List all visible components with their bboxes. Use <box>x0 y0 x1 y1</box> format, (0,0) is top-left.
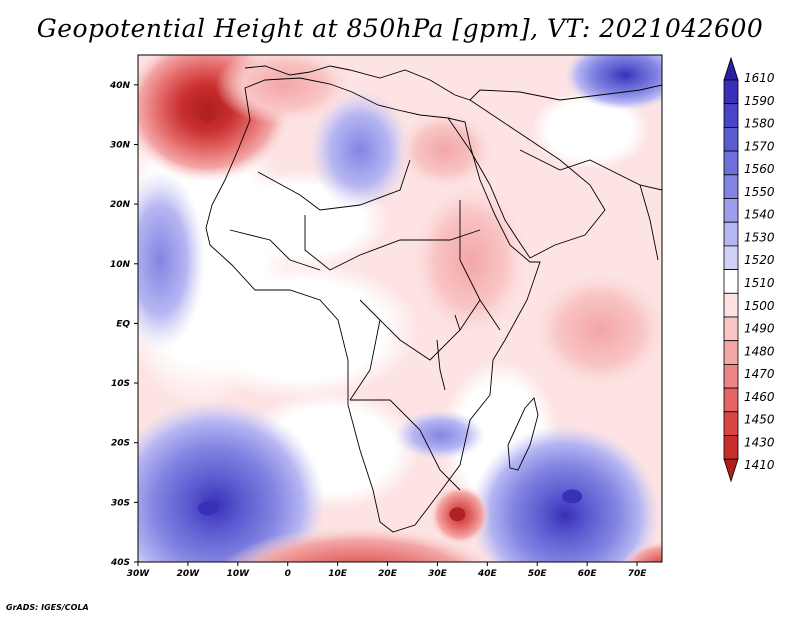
europe-coastline <box>244 65 662 101</box>
sahara-border-1 <box>257 159 411 211</box>
colorbar-swatch <box>723 103 739 128</box>
grads-credit: GrADS: IGES/COLA <box>6 603 89 612</box>
colorbar-swatch <box>723 340 739 365</box>
lat-tick-label: 40S <box>110 558 130 568</box>
middle-east-white <box>530 90 650 170</box>
colorbar-label: 1470 <box>744 367 775 381</box>
colorbar-label: 1500 <box>744 299 775 313</box>
lon-tick-label: 10W <box>227 569 251 579</box>
colorbar-swatch <box>723 150 739 176</box>
axis-ticks: 30W 20W 10W 0 10E 20E 30E 40E 50E 60E 70E 40N 30N 20N… <box>109 81 647 579</box>
colorbar-label: 1560 <box>744 162 775 176</box>
lon-tick-label: 0 <box>285 569 291 579</box>
colorbar-label: 1490 <box>744 322 775 336</box>
lon-tick-label: 30W <box>127 569 151 579</box>
congo-border <box>349 319 381 401</box>
lat-tick-label: 10S <box>111 379 130 389</box>
lat-tick-label: EQ <box>116 319 130 329</box>
lon-tick-label: 40E <box>477 569 498 579</box>
colorbar-label: 1550 <box>744 185 775 199</box>
colorbar-swatch <box>723 245 739 270</box>
colorbar-label: 1580 <box>744 117 775 131</box>
colorbar-swatch <box>723 174 739 199</box>
colorbar-swatch <box>723 292 739 318</box>
colorbar-label: 1570 <box>744 139 775 153</box>
colorbar-label: 1480 <box>744 344 775 358</box>
east-border <box>459 200 501 331</box>
sahara-blue <box>310 90 410 210</box>
colorbar-label: 1590 <box>744 94 775 108</box>
arabia-coast <box>469 99 606 259</box>
lon-tick-label: 60E <box>578 569 598 579</box>
lon-tick-label: 10E <box>328 569 348 579</box>
colorbar-label: 1610 <box>744 71 775 85</box>
south-africa-low <box>449 507 466 522</box>
colorbar-swatch <box>723 269 739 294</box>
colorbar-swatch <box>723 411 739 436</box>
colorbar-label: 1510 <box>744 276 775 290</box>
height-field <box>138 55 662 562</box>
lon-tick-label: 20E <box>378 569 398 579</box>
colorbar-label: 1460 <box>744 390 775 404</box>
colorbar-top-arrow <box>723 56 739 81</box>
arabian-sea-pink <box>530 270 662 390</box>
persian-gulf-coast <box>519 149 662 191</box>
colorbar-swatch <box>723 79 739 105</box>
lakes <box>436 314 461 391</box>
south-ocean-low-field <box>221 525 499 562</box>
sahara-border-2 <box>304 215 481 271</box>
madagascar-coastline <box>507 397 539 471</box>
colorbar-label: 1520 <box>744 253 775 267</box>
egypt-red <box>395 110 495 190</box>
africa-coastline <box>205 77 541 533</box>
south-atlantic-high-field <box>138 400 325 562</box>
colorbar-label: 1410 <box>744 458 775 472</box>
lon-tick-label: 50E <box>528 569 548 579</box>
chart-title: Geopotential Height at 850hPa [gpm], VT:… <box>36 14 764 43</box>
southeast-corner-red <box>621 540 662 562</box>
red-sea-coast <box>447 117 531 259</box>
colorbar-swatch <box>723 363 739 389</box>
colorbar-swatch <box>723 435 739 460</box>
colorbar-bottom-arrow <box>723 458 739 483</box>
indian-south-high <box>562 489 583 504</box>
central-border <box>359 299 481 361</box>
colorbar-swatch <box>723 221 739 247</box>
lat-tick-label: 30N <box>110 140 131 150</box>
western-atlantic-blue <box>138 170 205 350</box>
southern-border <box>350 399 461 491</box>
pressure-centers <box>197 107 583 522</box>
lat-tick-label: 40N <box>109 81 131 91</box>
colorbar-swatch <box>723 316 739 342</box>
colorbar-swatch <box>723 127 739 152</box>
equatorial-white <box>180 260 420 400</box>
iberia-red <box>215 55 355 125</box>
lat-tick-label: 20N <box>110 200 131 210</box>
colorbar-label: 1530 <box>744 230 775 244</box>
lat-tick-label: 10N <box>110 260 131 270</box>
lon-tick-label: 70E <box>628 569 648 579</box>
map-frame <box>137 54 663 563</box>
india-coast <box>639 184 659 261</box>
lon-tick-label: 20W <box>177 569 201 579</box>
atlantic-south-high <box>197 501 218 516</box>
colorbar-swatch <box>723 387 739 413</box>
west-border <box>229 229 321 271</box>
colorbar-label: 1430 <box>744 435 775 449</box>
colorbar-swatch <box>723 198 739 223</box>
east-africa-pink <box>410 180 530 340</box>
coastlines <box>205 65 662 533</box>
lat-tick-label: 30S <box>111 498 130 508</box>
colorbar-label: 1540 <box>744 208 775 222</box>
colorbar-label: 1450 <box>744 413 775 427</box>
lon-tick-label: 30E <box>428 569 448 579</box>
azores-high-low-center <box>199 107 216 122</box>
south-africa-blue-patch <box>395 410 485 460</box>
lat-tick-label: 20S <box>111 439 130 449</box>
